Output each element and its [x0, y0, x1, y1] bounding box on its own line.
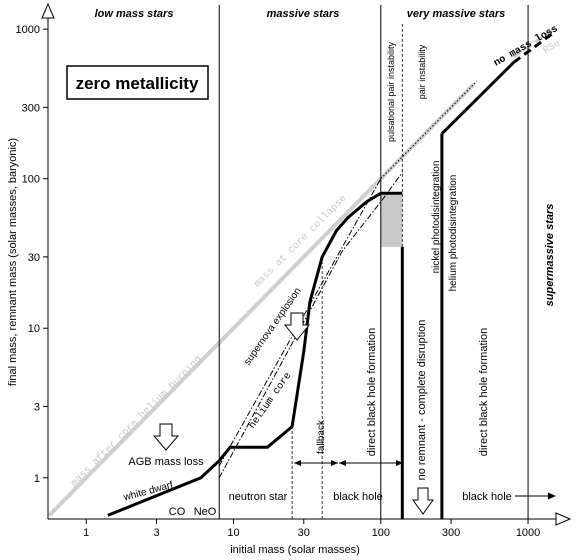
region-low-mass: low mass stars [95, 8, 174, 20]
x-tick-label: 1000 [516, 527, 540, 539]
dbh-label-1: direct black hole formation [366, 328, 378, 456]
dbh-label-2: direct black hole formation [478, 328, 490, 456]
y-tick-label: 1000 [16, 24, 40, 36]
x-axis-arrow-icon [555, 512, 572, 526]
y-axis-label: final mass, remnant mass (solar masses, … [7, 138, 19, 386]
y-tick-label: 100 [22, 174, 40, 186]
ppi-shaded-region [380, 193, 403, 247]
box-title: zero metallicity [76, 74, 199, 93]
y-tick-label: 3 [34, 401, 40, 413]
no-remnant-label: no remnant - complete disruption [416, 320, 428, 481]
black-hole-label-2: black hole [462, 491, 512, 503]
y-tick-label: 1 [34, 473, 40, 485]
helium-core-line [218, 172, 403, 479]
pi-label: pair instability [417, 44, 427, 99]
y-tick-label: 300 [22, 102, 40, 114]
nickel-label: nickel photodisintegration [431, 161, 442, 274]
region-very-massive: very massive stars [407, 8, 505, 20]
x-tick-label: 100 [372, 527, 390, 539]
black-hole-label-1: black hole [333, 491, 383, 503]
region-massive: massive stars [267, 8, 340, 20]
fallback-arrow-left-icon [294, 460, 301, 466]
neo-label: NeO [194, 506, 217, 518]
x-tick-label: 3 [153, 527, 159, 539]
helium-core-label: helium core [247, 370, 295, 431]
ppi-label: pulsational pair instability [386, 41, 396, 142]
core-collapse-label: mass at core collapse [252, 193, 350, 291]
remnant-mass-dashed [512, 31, 555, 64]
remnant-mass-curve-high [440, 61, 515, 135]
co-label: CO [169, 506, 186, 518]
x-axis-label: initial mass (solar masses) [230, 544, 360, 556]
fallback-label: fallback [316, 419, 327, 454]
y-axis-arrow-icon [41, 2, 55, 19]
x-tick-label: 30 [298, 527, 310, 539]
y-tick-label: 30 [28, 252, 40, 264]
direct-bh-arrow-right-icon [396, 460, 403, 466]
helium-photo-label: helium photodisintegration [448, 175, 459, 292]
metallicity-box [66, 65, 209, 100]
y-tick-label: 10 [28, 323, 40, 335]
black-hole-arrow-right-icon [548, 492, 556, 500]
rse-dashed-line [512, 27, 555, 59]
direct-bh-arrow-left-icon [339, 460, 346, 466]
axis-ticks: 1 3 10 30 100 300 1000 1 3 10 30 100 300 1000 [16, 24, 541, 539]
fallback-arrow-right-icon [331, 460, 338, 466]
core-helium-burning-label: mass after core helium burning [69, 354, 205, 490]
x-tick-label: 300 [442, 527, 460, 539]
x-tick-label: 1 [83, 527, 89, 539]
agb-mass-loss-arrow-icon [152, 423, 180, 451]
supernova-mass-loss-arrow-icon [283, 312, 311, 341]
region-supermassive: supermassive stars [544, 204, 556, 307]
agb-label: AGB mass loss [128, 456, 204, 468]
neutron-star-label: neutron star [229, 491, 288, 503]
disruption-arrow-icon [412, 487, 434, 515]
x-tick-label: 10 [227, 527, 239, 539]
